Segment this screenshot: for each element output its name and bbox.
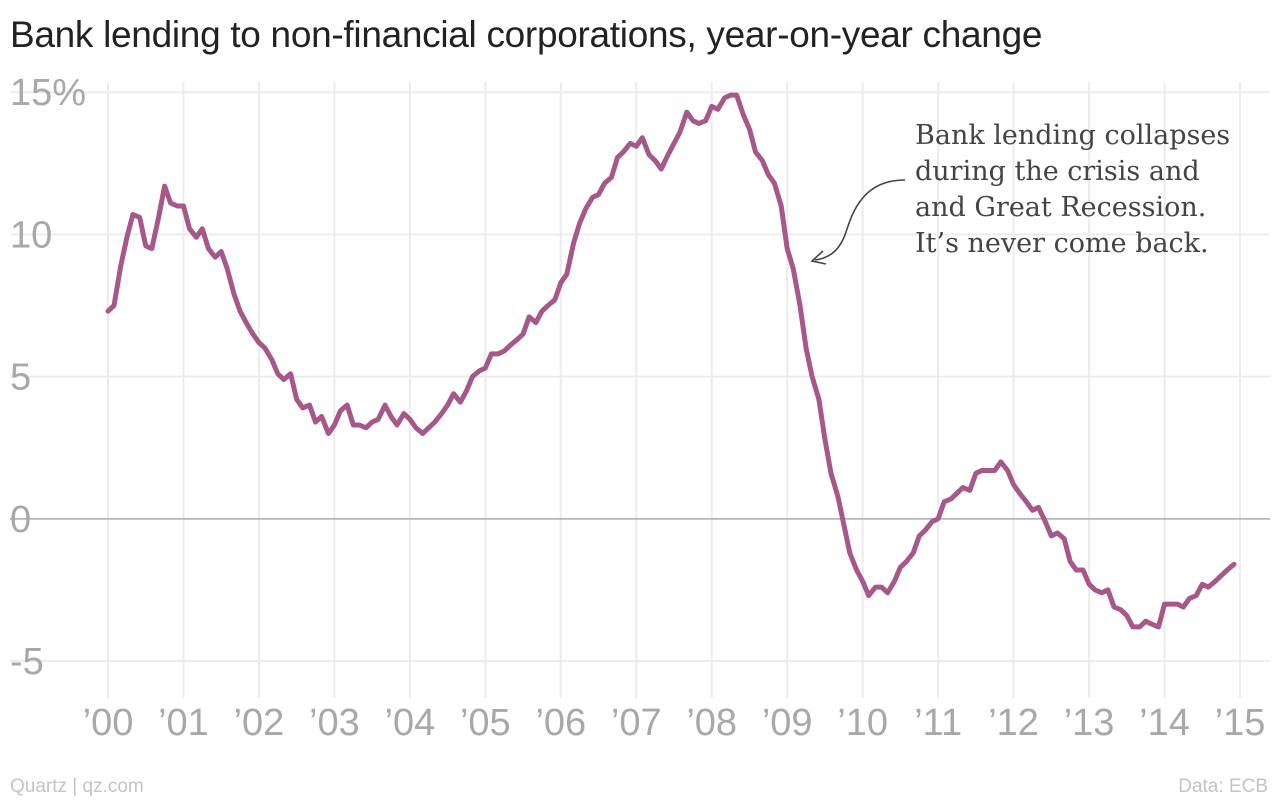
y-tick-label: 5	[10, 357, 31, 399]
annotation-arrow	[810, 179, 906, 265]
x-tick-label: ’02	[234, 702, 285, 744]
x-tick-label: ’08	[686, 702, 737, 744]
y-tick-label: 15%	[10, 72, 86, 114]
x-tick-label: ’10	[837, 702, 888, 744]
x-tick-label: ’06	[535, 702, 586, 744]
x-tick-label: ’09	[762, 702, 813, 744]
horizontal-gridlines	[10, 91, 1270, 663]
x-tick-label: ’11	[914, 702, 962, 744]
annotation-line: during the crisis and	[915, 156, 1200, 187]
x-axis-tick-labels: ’00 ’01 ’02 ’03 ’04 ’05 ’06 ’07 ’08 ’09 ’10 ’11 ’12 ’…	[83, 702, 1266, 744]
x-tick-label: ’05	[460, 702, 511, 744]
x-tick-label: ’01	[158, 702, 209, 744]
annotation-line: and Great Recession.	[915, 192, 1207, 223]
x-tick-label: ’04	[385, 702, 436, 744]
x-tick-label: ’13	[1064, 702, 1115, 744]
y-tick-label: 10	[10, 214, 52, 256]
data-source: Data: ECB	[1178, 776, 1268, 797]
x-tick-label: ’03	[309, 702, 360, 744]
vertical-gridlines	[107, 82, 1241, 698]
y-tick-label: -5	[10, 641, 44, 683]
x-tick-label: ’12	[988, 702, 1039, 744]
annotation-line: It’s never come back.	[915, 228, 1209, 259]
x-tick-label: ’00	[83, 702, 134, 744]
x-tick-label: ’14	[1139, 702, 1190, 744]
chart-annotation: Bank lending collapses during the crisis…	[915, 118, 1230, 262]
x-tick-label: ’15	[1215, 702, 1266, 744]
lending-growth-series-line	[105, 92, 1237, 630]
chart-title: Bank lending to non-financial corporatio…	[10, 14, 1043, 55]
y-axis-tick-labels: -5 0 5 10 15%	[10, 72, 86, 683]
x-tick-label: ’07	[611, 702, 662, 744]
y-tick-label: 0	[10, 499, 31, 541]
source-credit: Quartz | qz.com	[10, 776, 144, 797]
annotation-line: Bank lending collapses	[915, 120, 1231, 151]
